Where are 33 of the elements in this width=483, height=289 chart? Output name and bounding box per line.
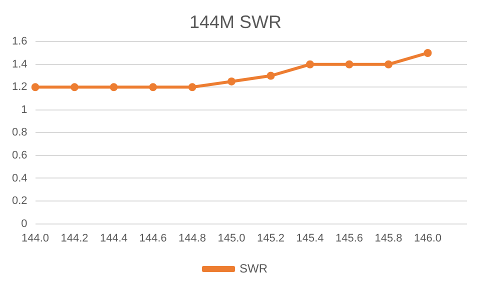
x-tick-label: 144.8 — [178, 232, 206, 244]
x-tick-label: 145.8 — [374, 232, 402, 244]
y-tick-label: 1 — [21, 104, 28, 116]
x-tick-label: 144.4 — [100, 232, 128, 244]
point — [149, 83, 158, 92]
point — [31, 83, 40, 92]
y-tick-label: 1.6 — [12, 36, 28, 48]
point — [424, 48, 432, 57]
y-tick-label: 0.8 — [12, 126, 28, 139]
point — [345, 60, 354, 68]
point — [228, 77, 236, 86]
y-tick-label: 0.6 — [12, 150, 28, 162]
point — [188, 83, 196, 92]
y-tick-label: 0.2 — [12, 195, 28, 208]
x-tick-label: 144.0 — [22, 232, 50, 244]
x-tick-label: 144.6 — [139, 232, 167, 244]
point — [110, 83, 118, 92]
x-tick-label: 145.4 — [296, 232, 324, 244]
y-tick-label: 1.2 — [12, 81, 28, 94]
y-tick-label: 0 — [21, 218, 28, 230]
x-tick-label: 145.2 — [257, 232, 285, 244]
chart-title: 144M SWR — [189, 12, 282, 32]
point — [70, 83, 79, 92]
y-tick-label: 0.4 — [12, 172, 28, 184]
point — [266, 72, 275, 80]
x-tick-label: 145.0 — [218, 232, 246, 244]
point — [384, 60, 393, 68]
point — [306, 60, 314, 68]
legend-label: SWR — [240, 261, 268, 276]
x-tick-label: 145.6 — [335, 232, 364, 244]
x-tick-label: 146.0 — [414, 232, 442, 244]
x-tick-label: 144.2 — [60, 232, 88, 244]
y-tick-label: 1.4 — [12, 58, 28, 70]
